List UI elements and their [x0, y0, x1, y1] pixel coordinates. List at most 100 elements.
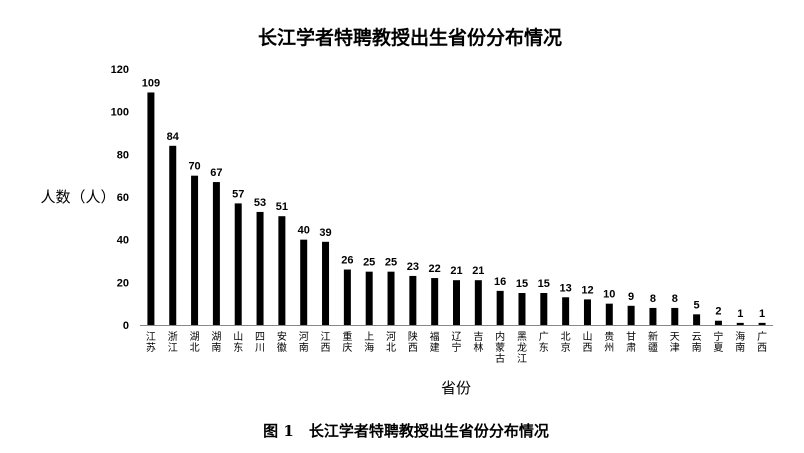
bar: [540, 293, 548, 325]
x-tick-label: 内蒙古: [495, 330, 505, 365]
y-axis-label: 人数（人）: [40, 188, 115, 206]
data-label: 13: [560, 282, 572, 294]
bar: [496, 290, 504, 325]
bar: [671, 307, 679, 325]
data-label: 40: [298, 225, 310, 237]
data-label: 16: [494, 276, 506, 288]
figure-caption: 图 1 长江学者特聘教授出生省份分布情况: [263, 422, 549, 440]
x-tick-label: 吉林: [473, 331, 483, 354]
bar: [409, 275, 417, 325]
data-label: 51: [276, 201, 288, 213]
x-tick-label: 海南: [735, 330, 745, 354]
x-tick-label: 福建: [430, 330, 440, 354]
data-label: 53: [254, 197, 266, 209]
data-label: 57: [232, 188, 244, 200]
bar: [322, 241, 330, 325]
bar: [387, 271, 395, 325]
bar: [453, 280, 460, 325]
data-label: 15: [538, 278, 550, 290]
x-tick-label: 甘肃: [626, 330, 636, 354]
x-tick-label: 江西: [321, 331, 331, 354]
y-tick-label: 20: [117, 277, 129, 289]
data-label: 25: [363, 257, 375, 269]
bar: [562, 297, 570, 325]
x-tick-label: 浙江: [168, 331, 178, 354]
bar: [234, 203, 242, 325]
data-label: 109: [142, 77, 160, 89]
x-tick-label: 河北: [386, 331, 396, 354]
data-label: 2: [715, 306, 721, 318]
y-tick-label: 100: [111, 107, 129, 119]
data-label: 39: [319, 227, 331, 239]
x-tick-label: 黑龙江: [517, 331, 527, 365]
y-axis: 0 20 40 60 80 100 120: [111, 64, 129, 332]
bar: [627, 305, 635, 325]
x-tick-label: 陕西: [408, 330, 418, 354]
bar: [431, 278, 439, 325]
x-tick-label: 北京: [561, 331, 571, 354]
x-tick-label: 山西: [582, 331, 592, 354]
bars: [147, 92, 766, 325]
y-tick-label: 120: [111, 64, 129, 76]
y-tick-label: 80: [117, 149, 129, 161]
x-tick-label: 四川: [255, 332, 265, 354]
data-label: 22: [429, 263, 441, 275]
data-label: 12: [581, 284, 593, 296]
bar: [169, 145, 177, 325]
bar: [278, 216, 286, 325]
data-label: 15: [516, 278, 528, 290]
bar: [714, 320, 722, 325]
data-label: 10: [603, 289, 615, 301]
data-label: 5: [694, 299, 700, 311]
x-tick-label: 重庆: [342, 330, 352, 354]
bar: [343, 269, 351, 325]
x-tick-label: 贵州: [604, 330, 614, 354]
x-tick-label: 江苏: [146, 331, 156, 354]
bar: [649, 307, 657, 325]
bar: [693, 314, 701, 325]
bar: [736, 322, 744, 325]
data-label: 1: [737, 308, 743, 320]
y-tick-label: 40: [117, 235, 129, 247]
bar: [758, 322, 766, 325]
data-label: 67: [210, 167, 222, 179]
data-label: 70: [188, 161, 200, 173]
data-label: 21: [472, 265, 484, 277]
x-tick-label: 辽宁: [452, 331, 462, 354]
data-label: 1: [759, 308, 765, 320]
data-label: 23: [407, 261, 419, 273]
x-tick-label: 云南: [692, 332, 702, 354]
x-tick-label: 河南: [299, 331, 309, 354]
bar: [256, 211, 264, 325]
data-label: 9: [628, 291, 634, 303]
x-tick-label: 新疆: [648, 330, 658, 354]
x-axis-label: 省份: [441, 379, 471, 397]
x-tick-label: 安徽: [277, 330, 287, 354]
y-tick-label: 60: [117, 192, 129, 204]
bar: [300, 239, 308, 325]
x-tick-label: 上海: [364, 331, 374, 354]
x-tick-label: 湖南: [211, 331, 221, 354]
bar: [212, 182, 220, 325]
data-label: 8: [672, 293, 678, 305]
bar: [605, 303, 613, 325]
bar: [583, 299, 591, 325]
x-tick-label: 天津: [670, 332, 680, 354]
x-tick-label: 湖北: [190, 331, 200, 354]
x-tick-label: 广西: [757, 331, 767, 354]
chart-title: 长江学者特聘教授出生省份分布情况: [258, 26, 562, 49]
x-tick-label: 广东: [539, 331, 549, 354]
x-tick-label: 宁夏: [713, 330, 723, 354]
bar: [518, 293, 526, 325]
bar: [147, 92, 155, 325]
x-tick-label: 山东: [233, 331, 243, 354]
y-tick-label: 0: [123, 320, 129, 332]
bar: [191, 175, 199, 325]
data-label: 84: [167, 131, 180, 143]
bar: [365, 271, 373, 325]
data-label: 26: [341, 255, 353, 267]
data-label: 21: [450, 265, 462, 277]
